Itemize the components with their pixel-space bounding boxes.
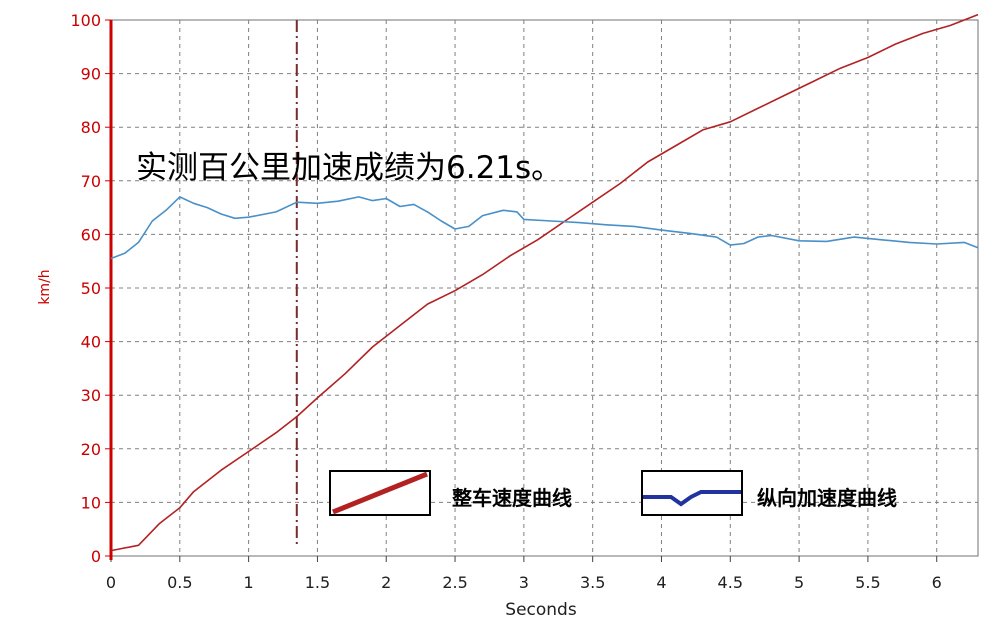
x-tick-label: 0.5 bbox=[167, 573, 192, 592]
x-tick-label: 0 bbox=[106, 573, 116, 592]
x-tick-label: 5.5 bbox=[855, 573, 880, 592]
legend-speed-label: 整车速度曲线 bbox=[452, 486, 572, 510]
series-line-2 bbox=[110, 196, 979, 260]
legend-accel-swatch bbox=[641, 470, 743, 516]
accel-swatch-line bbox=[643, 490, 741, 507]
grid bbox=[111, 20, 978, 556]
y-tick-label: 100 bbox=[70, 11, 101, 30]
speed-swatch-line bbox=[332, 471, 428, 515]
x-tick-label: 1 bbox=[244, 573, 254, 592]
y-tick-label: 30 bbox=[81, 386, 101, 405]
x-tick-label: 3 bbox=[519, 573, 529, 592]
x-tick-label: 4 bbox=[656, 573, 666, 592]
y-tick-label: 40 bbox=[81, 333, 101, 352]
y-axis-ticks: 0 10 20 30 40 50 60 70 80 90 100 bbox=[70, 11, 111, 566]
y-tick-label: 0 bbox=[91, 547, 101, 566]
y-tick-label: 60 bbox=[81, 225, 101, 244]
y-tick-label: 50 bbox=[81, 279, 101, 298]
x-tick-label: 3.5 bbox=[580, 573, 605, 592]
x-tick-label: 2.5 bbox=[442, 573, 467, 592]
x-tick-label: 2 bbox=[381, 573, 391, 592]
x-tick-label: 5 bbox=[794, 573, 804, 592]
y-tick-label: 20 bbox=[81, 440, 101, 459]
y-tick-label: 10 bbox=[81, 493, 101, 512]
x-axis-label: Seconds bbox=[505, 600, 577, 620]
y-tick-label: 80 bbox=[81, 118, 101, 137]
x-tick-label: 6 bbox=[932, 573, 942, 592]
legend-speed-swatch bbox=[329, 470, 431, 516]
x-tick-label: 1.5 bbox=[305, 573, 330, 592]
x-axis-ticks: 0 0.5 1 1.5 2 2.5 3 3.5 4 4.5 5 5.5 6 bbox=[106, 556, 942, 592]
y-axis-label: km/h bbox=[37, 269, 53, 304]
series-group bbox=[110, 13, 979, 552]
legend-accel-label: 纵向加速度曲线 bbox=[757, 486, 897, 510]
y-tick-label: 90 bbox=[81, 65, 101, 84]
series-line-1 bbox=[110, 13, 979, 552]
y-tick-label: 70 bbox=[81, 172, 101, 191]
x-tick-label: 4.5 bbox=[718, 573, 743, 592]
chart-annotation: 实测百公里加速成绩为6.21s。 bbox=[136, 150, 563, 186]
